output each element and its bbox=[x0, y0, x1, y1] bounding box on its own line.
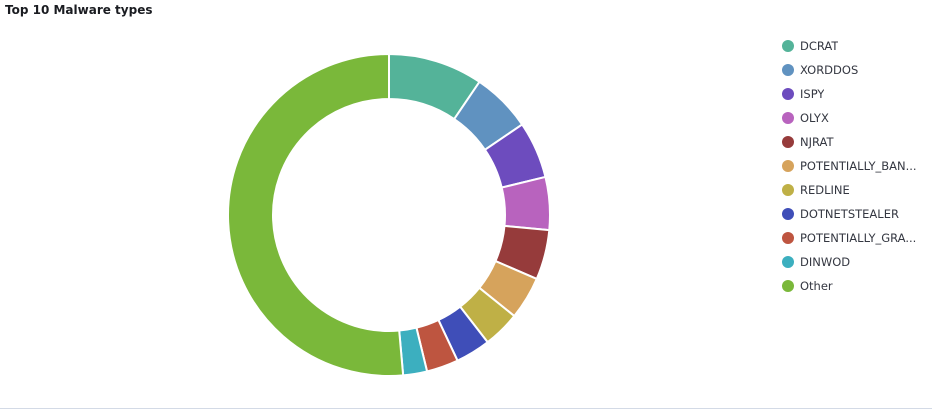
legend-label: XORDDOS bbox=[800, 63, 859, 77]
legend-label: NJRAT bbox=[800, 135, 834, 149]
legend-item[interactable]: OLYX bbox=[780, 106, 926, 130]
panel-divider bbox=[0, 408, 932, 409]
chart-legend: DCRAT XORDDOS ISPY OLYX NJRAT POTENTIALLY_BAN… bbox=[780, 34, 926, 298]
legend-label: DOTNETSTEALER bbox=[800, 207, 899, 221]
legend-swatch-icon bbox=[782, 232, 794, 244]
legend-label: DINWOD bbox=[800, 255, 851, 269]
legend-swatch-icon bbox=[782, 280, 794, 292]
donut-slice-other[interactable] bbox=[227, 52, 405, 377]
legend-item[interactable]: ISPY bbox=[780, 82, 926, 106]
donut-slice-olyx[interactable] bbox=[500, 175, 551, 232]
legend-swatch-icon bbox=[782, 112, 794, 124]
legend-label: ISPY bbox=[800, 87, 825, 101]
legend-item[interactable]: NJRAT bbox=[780, 130, 926, 154]
donut-chart-area bbox=[0, 24, 760, 404]
legend-item[interactable]: POTENTIALLY_GRA... bbox=[780, 226, 926, 250]
legend-swatch-icon bbox=[782, 160, 794, 172]
legend-swatch-icon bbox=[782, 88, 794, 100]
legend-item[interactable]: REDLINE bbox=[780, 178, 926, 202]
legend-label: DCRAT bbox=[800, 39, 839, 53]
legend-item[interactable]: XORDDOS bbox=[780, 58, 926, 82]
legend-item[interactable]: POTENTIALLY_BAN... bbox=[780, 154, 926, 178]
panel-title: Top 10 Malware types bbox=[5, 3, 153, 17]
legend-item[interactable]: DOTNETSTEALER bbox=[780, 202, 926, 226]
legend-swatch-icon bbox=[782, 256, 794, 268]
legend-label: Other bbox=[800, 279, 833, 293]
legend-swatch-icon bbox=[782, 136, 794, 148]
legend-item[interactable]: Other bbox=[780, 274, 926, 298]
legend-item[interactable]: DINWOD bbox=[780, 250, 926, 274]
legend-swatch-icon bbox=[782, 64, 794, 76]
legend-label: POTENTIALLY_BAN... bbox=[800, 159, 917, 173]
donut-chart bbox=[227, 52, 551, 377]
legend-swatch-icon bbox=[782, 184, 794, 196]
legend-label: POTENTIALLY_GRA... bbox=[800, 231, 917, 245]
legend-swatch-icon bbox=[782, 208, 794, 220]
legend-swatch-icon bbox=[782, 40, 794, 52]
legend-label: OLYX bbox=[800, 111, 829, 125]
legend-label: REDLINE bbox=[800, 183, 850, 197]
legend-item[interactable]: DCRAT bbox=[780, 34, 926, 58]
